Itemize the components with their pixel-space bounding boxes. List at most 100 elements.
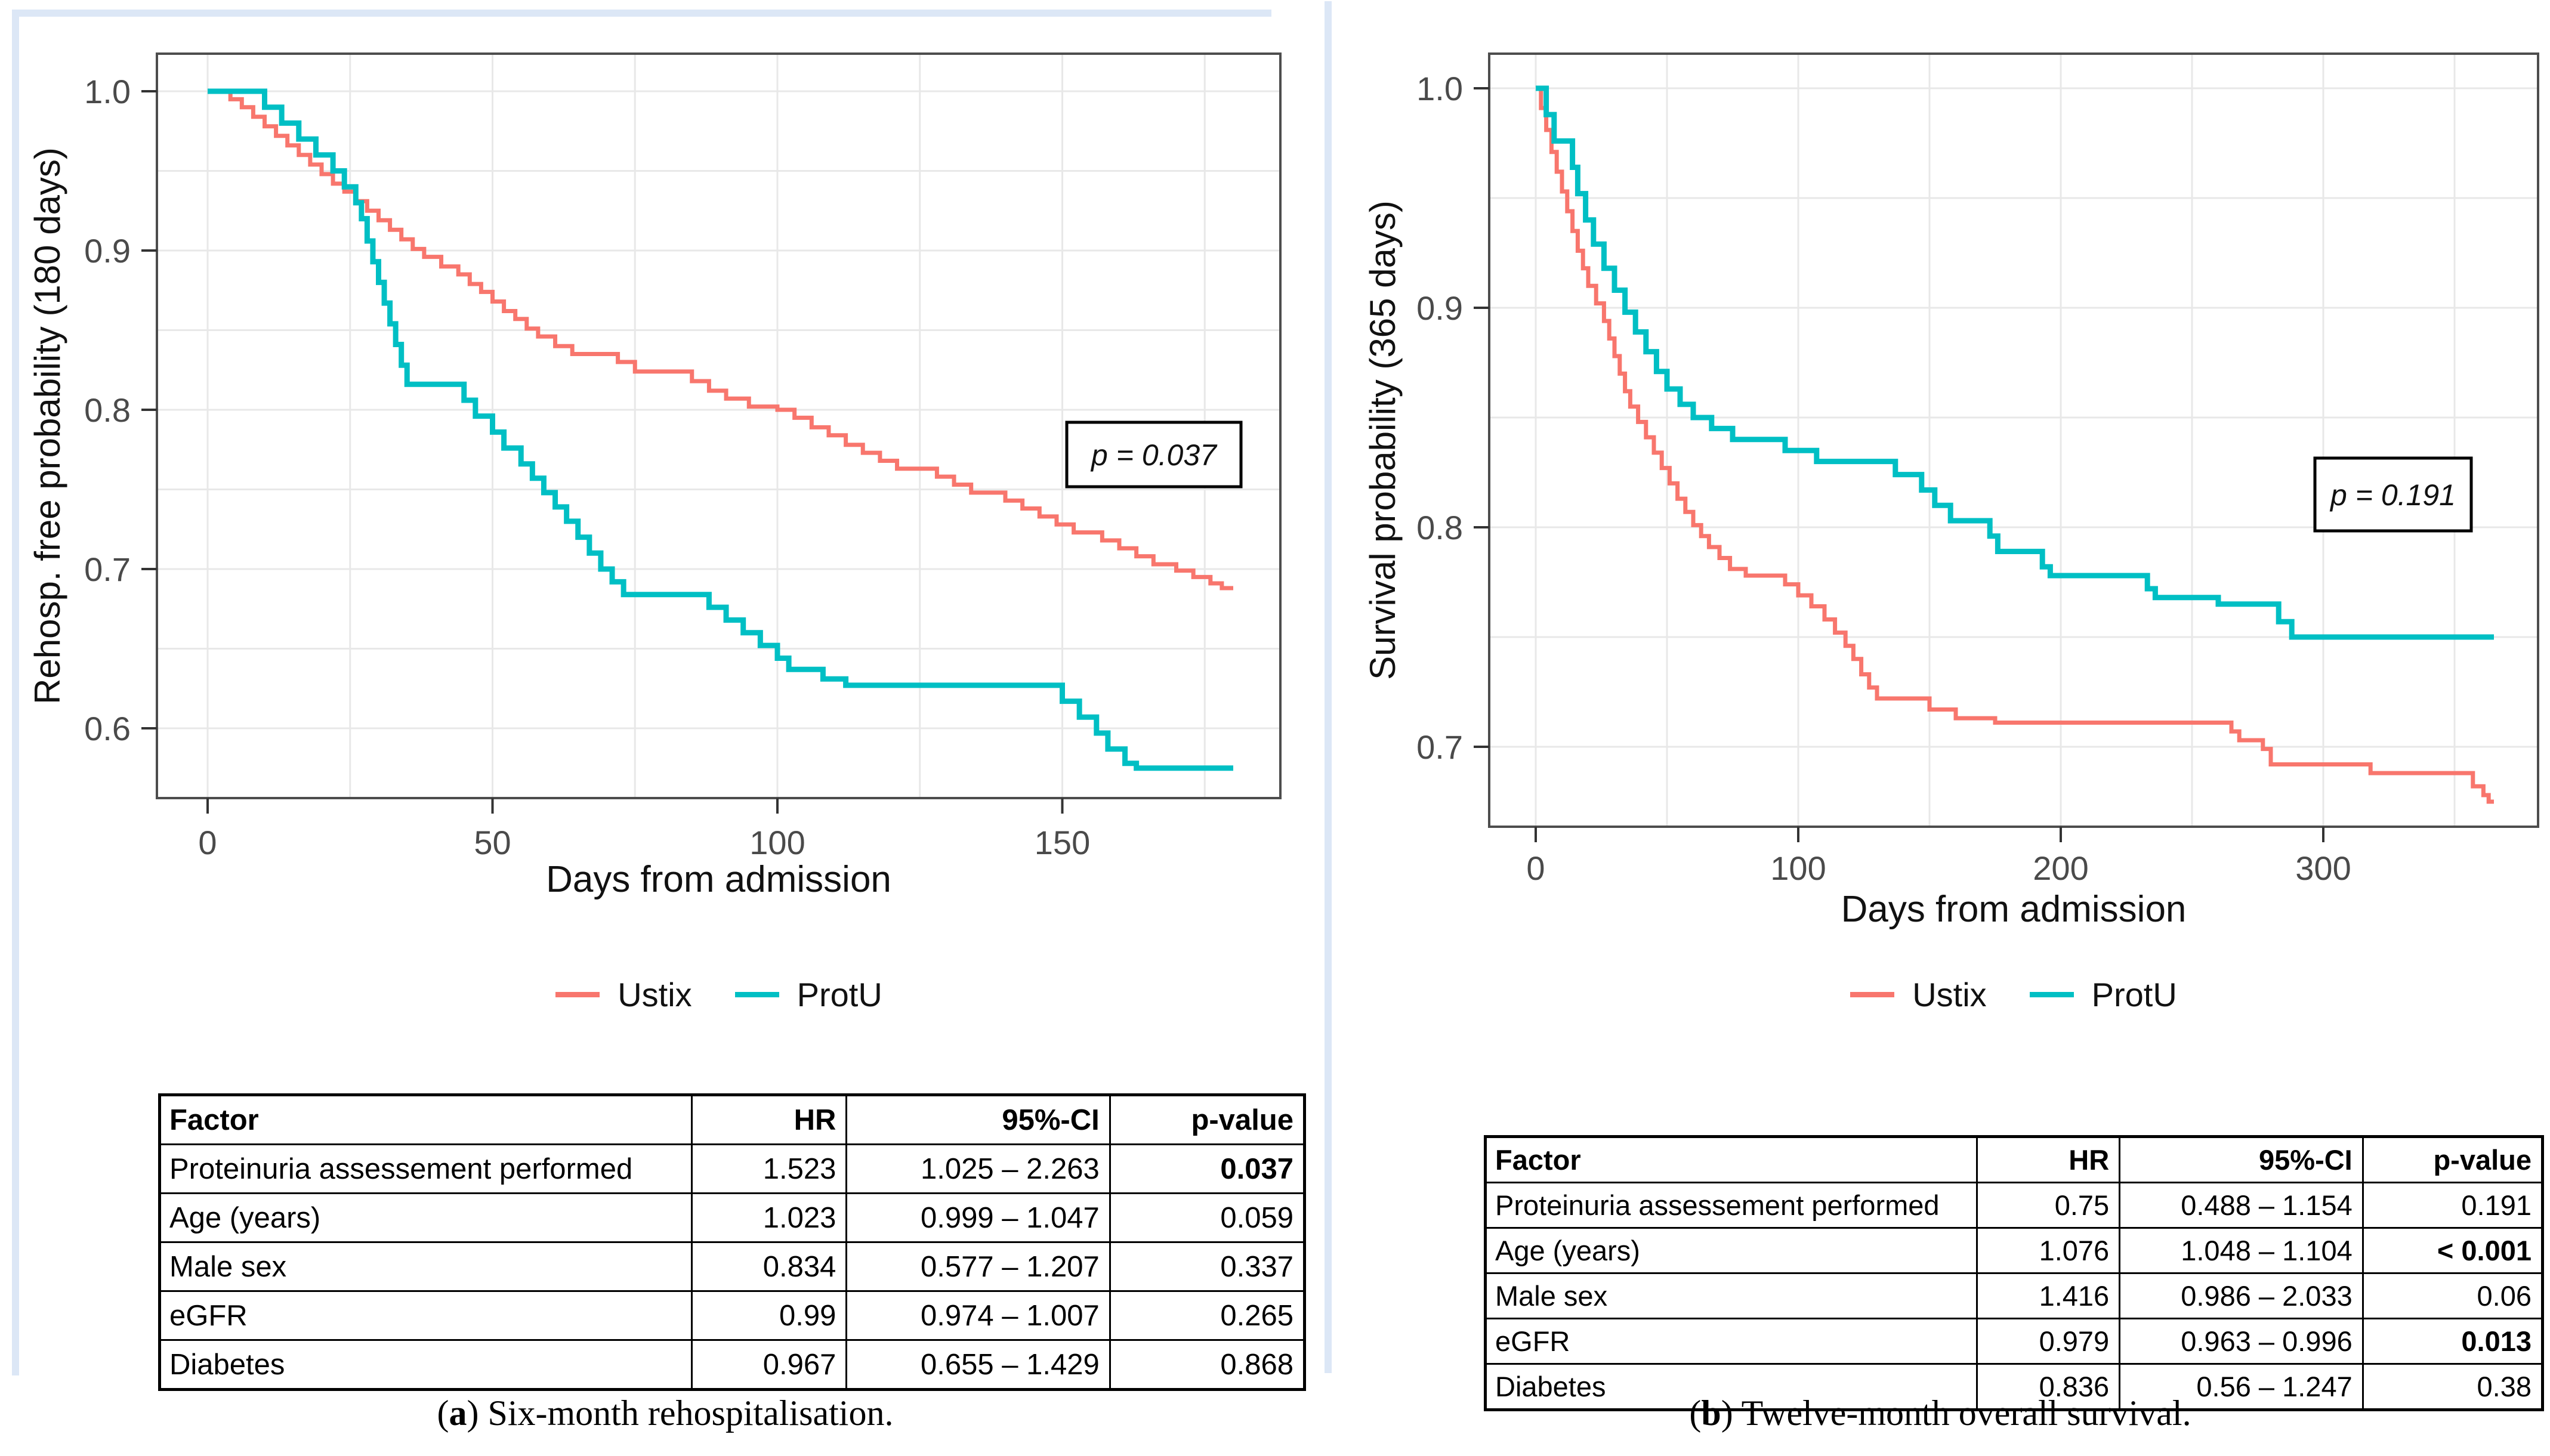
protu-line-swatch [734, 991, 779, 997]
caption-b-paren: ( [1689, 1393, 1702, 1433]
table-cell: 0.577 – 1.207 [845, 1241, 1111, 1292]
y-tick-label: 1.0 [84, 73, 131, 110]
table-header-cell: 95%-CI [845, 1094, 1111, 1145]
legend-b: Ustix ProtU [1456, 971, 2550, 1018]
table-row: eGFR 0.979 0.963 – 0.996 0.013 [1484, 1318, 2544, 1365]
table-cell: 0.013 [2361, 1318, 2544, 1365]
table-cell: 0.967 [691, 1339, 848, 1390]
table-cell: 1.523 [691, 1143, 848, 1194]
legend-label: ProtU [2091, 975, 2177, 1013]
table-cell: Proteinuria assessement performed [158, 1143, 693, 1194]
table-cell: Age (years) [158, 1192, 693, 1243]
table-header-row: Factor HR 95%-CI p-value [1484, 1136, 2544, 1183]
x-tick-label: 100 [1770, 849, 1826, 887]
legend-item-ustix: Ustix [555, 975, 692, 1014]
table-row: Diabetes 0.967 0.655 – 1.429 0.868 [158, 1339, 1306, 1390]
x-axis-title-b: Days from admission [1841, 889, 2187, 930]
table-cell: 1.025 – 2.263 [845, 1143, 1111, 1194]
table-cell: 0.868 [1109, 1339, 1306, 1390]
table-cell: Male sex [1484, 1272, 1978, 1319]
table-row: Male sex 1.416 0.986 – 2.033 0.06 [1484, 1272, 2544, 1319]
table-cell: Age (years) [1484, 1227, 1978, 1274]
table-header-cell: p-value [1109, 1094, 1306, 1145]
selection-highlight-top [15, 10, 1271, 17]
protu-curve-b [1536, 85, 2494, 640]
table-header-cell: Factor [158, 1094, 693, 1145]
y-tick-label: 1.0 [1416, 70, 1463, 107]
caption-a-text: ) Six-month rehospitalisation. [467, 1393, 894, 1433]
selection-highlight-right [1325, 1, 1332, 1373]
x-tick-label: 0 [1526, 849, 1545, 887]
table-cell: eGFR [1484, 1318, 1978, 1365]
table-cell: 1.076 [1975, 1227, 2121, 1274]
table-cell: Diabetes [158, 1339, 693, 1390]
caption-b-text: ) Twelve-month overall survival. [1721, 1393, 2191, 1433]
caption-a-paren: ( [437, 1393, 449, 1433]
ustix-curve-b [1536, 86, 2494, 804]
table-cell: 0.06 [2361, 1272, 2544, 1319]
table-header-cell: p-value [2361, 1136, 2544, 1183]
selection-highlight-left [12, 10, 19, 1375]
x-axis-title-a: Days from admission [546, 859, 891, 900]
caption-b: (b) Twelve-month overall survival. [1330, 1387, 2550, 1439]
table-cell: Male sex [158, 1241, 693, 1292]
legend-label: ProtU [797, 975, 882, 1013]
table-cell: 0.037 [1109, 1143, 1306, 1194]
protu-line-swatch [2029, 991, 2074, 997]
table-cell: 1.023 [691, 1192, 848, 1243]
hr-table-a: Factor HR 95%-CI p-value Proteinuria assesse… [158, 1093, 1306, 1391]
table-cell: 0.265 [1109, 1290, 1306, 1341]
y-tick-label: 0.9 [84, 232, 131, 270]
table-row: eGFR 0.99 0.974 – 1.007 0.265 [158, 1290, 1306, 1341]
y-axis-title-b: Survival probability (365 days) [1363, 200, 1403, 680]
table-cell: 0.974 – 1.007 [845, 1290, 1111, 1341]
caption-a: (a) Six-month rehospitalisation. [0, 1387, 1330, 1439]
table-cell: 0.488 – 1.154 [2119, 1182, 2364, 1229]
km-plots: 0 50 100 150 1.0 0.9 0.8 0.7 0.6 Days from admiss… [27, 52, 2539, 930]
y-tick-label: 0.6 [84, 710, 131, 747]
x-tick-label: 150 [1035, 824, 1090, 861]
plot-panel-b [1489, 54, 2538, 827]
table-row: Proteinuria assessement performed 1.523 1.… [158, 1143, 1306, 1194]
table-cell: Proteinuria assessement performed [1484, 1182, 1978, 1229]
y-axis-title-a: Rehosp. free probability (180 days) [27, 147, 67, 704]
panel-border-b [1488, 52, 2539, 828]
table-header-cell: 95%-CI [2119, 1136, 2364, 1183]
y-tick-label: 0.8 [84, 391, 131, 429]
table-header-cell: Factor [1484, 1136, 1978, 1183]
ustix-line-swatch [1850, 991, 1895, 997]
legend-item-ustix: Ustix [1850, 975, 1987, 1014]
table-row: Age (years) 1.023 0.999 – 1.047 0.059 [158, 1192, 1306, 1243]
panel-border-a [156, 52, 1282, 799]
table-cell: 0.986 – 2.033 [2119, 1272, 2364, 1319]
table-cell: 1.048 – 1.104 [2119, 1227, 2364, 1274]
x-tick-label: 0 [198, 824, 217, 861]
legend-a: Ustix ProtU [54, 971, 1384, 1018]
table-header-cell: HR [1975, 1136, 2121, 1183]
table-cell: 0.999 – 1.047 [845, 1192, 1111, 1243]
table-cell: 0.56 – 1.247 [2119, 1363, 2364, 1411]
y-tick-label: 0.8 [1416, 509, 1463, 546]
x-tick-label: 300 [2295, 849, 2351, 887]
table-header-row: Factor HR 95%-CI p-value [158, 1094, 1306, 1145]
table-cell: 0.655 – 1.429 [845, 1339, 1111, 1390]
table-cell: 0.75 [1975, 1182, 2121, 1229]
y-tick-label: 0.7 [84, 551, 131, 588]
table-cell: 0.834 [691, 1241, 848, 1292]
table-cell: 0.337 [1109, 1241, 1306, 1292]
table-cell: 0.99 [691, 1290, 848, 1341]
table-row: Male sex 0.834 0.577 – 1.207 0.337 [158, 1241, 1306, 1292]
cox-table-a: Factor HR 95%-CI p-value Proteinuria assesse… [158, 1093, 1306, 1391]
y-tick-label: 0.9 [1416, 289, 1463, 327]
x-tick-label: 200 [2033, 849, 2088, 887]
x-tick-label: 100 [749, 824, 805, 861]
p-value-text-b: p = 0.191 [2329, 478, 2456, 512]
legend-label: Ustix [618, 975, 692, 1013]
x-tick-label: 50 [474, 824, 511, 861]
table-cell: 1.416 [1975, 1272, 2121, 1319]
table-cell: 0.059 [1109, 1192, 1306, 1243]
table-cell: 0.191 [2361, 1182, 2544, 1229]
protu-curve-a [208, 88, 1233, 771]
p-value-text-a: p = 0.037 [1090, 438, 1218, 472]
